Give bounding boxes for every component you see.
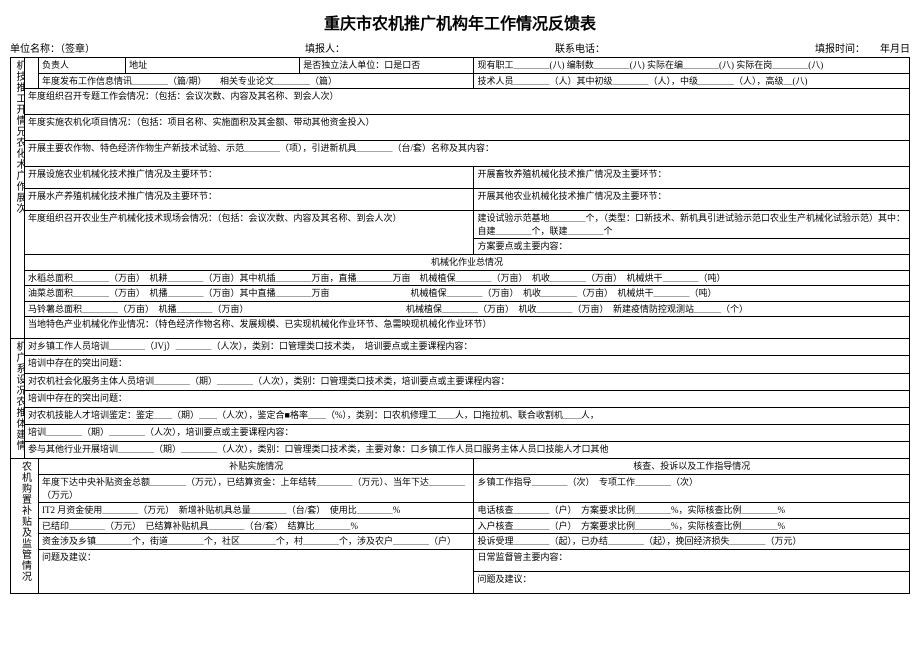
plan-cell: 方案要点或主要内容：	[474, 239, 910, 255]
meta-reptime: 填报时间： 年月日	[815, 40, 910, 55]
check-header: 核查、投诉以及工作指导情况	[474, 459, 910, 475]
sub-settle: 已结印＿＿＿＿（万元） 已结算补贴机具＿＿＿＿（台/套） 结算比＿＿＿＿%	[39, 518, 474, 534]
sub-issue-1: 问题及建议：	[39, 549, 474, 593]
meta-contact: 联系电话：	[555, 40, 605, 55]
train-social: 对农机社会化服务主体人员培训＿＿＿＿（期）＿＿＿＿（人次），类别：口管理类口技术…	[25, 373, 910, 390]
train-skill: 对农机技能人才培训鉴定：鉴定＿＿（期）＿＿（人次），鉴定合■格率＿＿（%），类别…	[25, 407, 910, 424]
train-town-issue: 培训中存在的突出问题：	[25, 356, 910, 373]
sub-issue-2: 问题及建议：	[474, 571, 910, 593]
meta-filler: 填报人：	[305, 40, 345, 55]
main-table: 机技推工开情兄农化术广作展次 负责人 地址 是否独立法人单位：口是口否 现有职工…	[10, 57, 910, 594]
sub-use: IT2 月资金使用＿＿＿＿（万元） 新增补贴机具总量＿＿＿＿（台/套） 使用比＿…	[39, 503, 474, 519]
aqua-cell: 开展水产养殖机械化技术推广情况及主要环节：	[25, 189, 474, 211]
publish-cell: 年度发布工作信息情讯＿＿＿＿（篇/期） 相关专业论文＿＿＿＿（篇）	[39, 73, 474, 89]
train-social-issue: 培训中存在的突出问题：	[25, 390, 910, 407]
sub-supervise: 日常监督管主要内容：	[474, 549, 910, 571]
other-mech-cell: 开展其他农业机械化技术推广情况及主要环节：	[474, 189, 910, 211]
train-town: 对乡镇工作人员培训＿＿＿＿（JVj）＿＿＿＿（人次），类别：口管理类口技术类， …	[25, 339, 910, 356]
mech-potato: 马铃薯总面积＿＿＿＿（万亩） 机播＿＿＿＿（万亩） 机械植保＿＿＿＿（万亩） 机…	[25, 301, 910, 317]
tech-staff-cell: 技术人员＿＿＿＿（人）其中初级＿＿＿＿（人），中级＿＿＿＿（人），高级＿(八)	[474, 73, 910, 89]
mech-oil: 油菜总面积＿＿＿＿（万亩） 机播＿＿＿＿（万亩）其中直播＿＿＿＿万亩 机械植保＿…	[25, 286, 910, 302]
meeting-cell: 年度组织召开专题工作会情况：（包括：会议次数、内容及其名称、到会人次）	[25, 89, 910, 115]
project-cell: 年度实施农机化项目情况：（包括：项目名称、实施面积及其金额、带动其他资金投入）	[25, 115, 910, 141]
subsidy-header: 补贴实施情况	[39, 459, 474, 475]
livestock-cell: 开展畜牧养殖机械化技术推广情况及主要环节：	[474, 167, 910, 189]
sub-visit: 入户核查＿＿＿＿（户） 方案要求比例＿＿＿＿%，实际核查比例＿＿＿＿%	[474, 518, 910, 534]
blank-cell	[25, 58, 39, 89]
field-meeting-cell: 年度组织召开农业生产机械化技术现场会情况：（包括：会议次数、内容及其名称、到会人…	[25, 211, 474, 255]
sub-phone: 电话核查＿＿＿＿（户） 方案要求比例＿＿＿＿%，实际核查比例＿＿＿＿%	[474, 503, 910, 519]
section-1-label: 机技推工开情兄农化术广作展次	[11, 58, 25, 339]
sub-complaint: 投诉受理＿＿＿＿（起），已办结＿＿＿＿（起），挽回经济损失＿＿＿＿（万元）	[474, 534, 910, 550]
mech-header: 机械化作业总情况	[25, 254, 910, 270]
meta-unit: 单位名称：（签章）	[10, 40, 95, 55]
train-other: 参与其他行业开展培训＿＿＿＿（期）＿＿＿＿（人次），类别：口管理类口技术类，主要…	[25, 442, 910, 459]
sub-guide: 乡镇工作指导＿＿＿＿（次） 专项工作＿＿＿＿（次）	[474, 474, 910, 502]
train-skill-2: 培训＿＿＿＿（期）＿＿＿＿（人次），培训要点或主要课程内容：	[25, 425, 910, 442]
facility-cell: 开展设施农业机械化技术推广情况及主要环节：	[25, 167, 474, 189]
base-cell: 建设试验示范基地＿＿＿＿个，（类型：口新技术、新机具引进试验示范口农业生产机械化…	[474, 211, 910, 239]
legal-cell: 是否独立法人单位：口是口否	[300, 58, 474, 74]
mech-local: 当地特色产业机械化作业情况：（特色经济作物名称、发展规模、已实现机械化作业环节、…	[25, 317, 910, 339]
section-3-label: 农机购置补贴及监管情况	[11, 459, 39, 594]
sub-area: 资金涉及乡镇＿＿＿＿个，街道＿＿＿＿个，社区＿＿＿＿个，村＿＿＿＿个，涉及农户＿…	[39, 534, 474, 550]
staff-cell: 现有职工＿＿＿＿(八) 编制数＿＿＿＿(八) 实际在编＿＿＿＿(八) 实际在岗＿…	[474, 58, 910, 74]
page-title: 重庆市农机推广机构年工作情况反馈表	[10, 10, 910, 34]
mech-rice: 水稻总面积＿＿＿＿（万亩） 机耕＿＿＿＿（万亩）其中机插＿＿＿＿万亩，直播＿＿＿…	[25, 270, 910, 286]
section-2-label: 机广系设况农推体建情	[11, 339, 25, 459]
sub-total: 年度下达中央补贴资金总额＿＿＿＿（万元），已结算资金：上年结转＿＿＿＿（万元）、…	[39, 474, 474, 502]
leader-cell: 负责人	[39, 58, 126, 74]
addr-cell: 地址	[126, 58, 300, 74]
crop-cell: 开展主要农作物、特色经济作物生产新技术试验、示范＿＿＿＿（项），引进新机具＿＿＿…	[25, 141, 910, 167]
meta-row: 单位名称：（签章） 填报人： 联系电话： 填报时间： 年月日	[10, 40, 910, 55]
